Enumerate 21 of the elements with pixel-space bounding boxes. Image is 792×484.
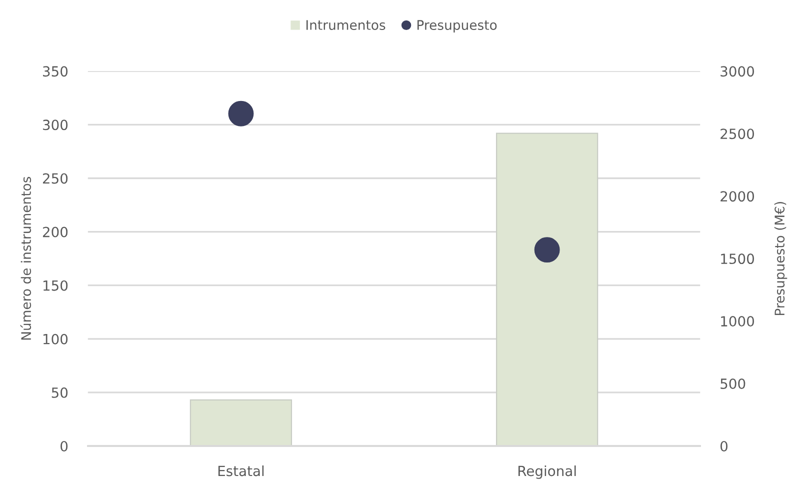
y-tick-label: 50 <box>52 387 68 398</box>
y-tick-label: 100 <box>43 334 68 344</box>
y2-tick-label: 0 <box>720 440 728 452</box>
y-tick-label: 0 <box>60 440 68 452</box>
y2-tick-label: 500 <box>720 378 746 390</box>
x-tick-label: Regional <box>518 465 576 479</box>
y2-tick-label: 2000 <box>720 191 754 202</box>
y2-tick-label: 1500 <box>721 254 754 264</box>
y2-tick-label: 3000 <box>720 66 754 77</box>
legend-label: Presupuesto <box>417 20 497 33</box>
y2-tick-label: 2500 <box>720 128 754 140</box>
y-axis-title: Número de instrumentos <box>20 176 32 340</box>
y-tick-label: 150 <box>43 280 68 291</box>
y2-tick-label: 1000 <box>721 316 754 327</box>
legend-label: Intrumentos <box>306 20 386 30</box>
y2-axis-title: Presupuesto (M€) <box>774 202 788 316</box>
y-tick-label: 350 <box>43 66 68 77</box>
y-tick-label: 250 <box>42 173 68 184</box>
y-tick-label: 300 <box>43 120 68 130</box>
x-tick-label: Estatal <box>218 465 264 476</box>
y-tick-label: 200 <box>42 226 68 238</box>
